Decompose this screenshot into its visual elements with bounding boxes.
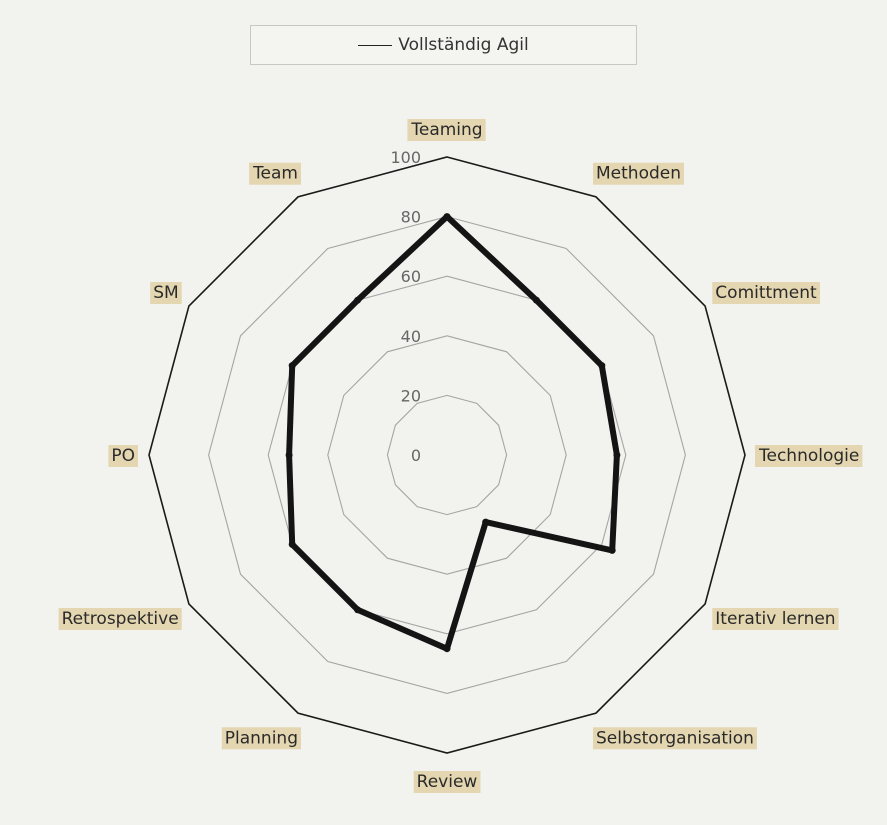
r-tick-label: 20 [401, 386, 421, 405]
category-label: Selbstorganisation [596, 728, 754, 748]
category-label-highlight [593, 727, 757, 750]
category-label: Team [252, 164, 298, 184]
series-line [286, 213, 620, 652]
data-point [443, 645, 451, 653]
category-label-highlight [58, 608, 182, 630]
category-label-group: Team [249, 162, 301, 185]
category-label-highlight [712, 608, 839, 630]
category-label: Planning [225, 728, 298, 748]
radar-grid-ring-60 [267, 275, 627, 635]
data-point [608, 546, 616, 554]
data-point [482, 518, 490, 526]
data-point [288, 362, 296, 370]
data-point [285, 451, 293, 459]
category-label-highlight [407, 119, 486, 141]
category-label-group: Methoden [593, 162, 684, 185]
category-label-group: Comittment [712, 282, 820, 304]
data-point [613, 451, 621, 459]
category-label-group: PO [108, 445, 138, 467]
legend: Vollständig Agil [250, 25, 637, 65]
data-point [532, 296, 540, 304]
category-label-group: Selbstorganisation [593, 727, 757, 750]
category-label-group: SM [150, 282, 182, 304]
data-point [354, 296, 362, 304]
data-point [288, 540, 296, 548]
category-label: Technologie [758, 446, 859, 466]
category-label: SM [153, 283, 178, 303]
category-label-highlight [413, 771, 481, 793]
r-tick-label: 100 [390, 148, 421, 167]
category-label: Methoden [596, 164, 681, 184]
category-label-highlight [221, 727, 301, 750]
category-label-highlight [249, 162, 301, 185]
legend-line-swatch [358, 44, 393, 46]
category-label-group: Teaming [407, 119, 486, 141]
data-point [443, 213, 451, 221]
category-label: Iterativ lernen [715, 609, 835, 629]
radar-grid-ring-40 [327, 335, 567, 575]
category-label-group: Iterativ lernen [712, 608, 839, 630]
data-point [598, 362, 606, 370]
r-tick-label: 40 [401, 327, 421, 346]
category-label-group: Retrospektive [58, 608, 182, 630]
category-label-highlight [593, 162, 684, 185]
radar-grid-ring-80 [208, 216, 686, 694]
category-label-highlight [755, 445, 863, 467]
category-label-highlight [150, 282, 182, 304]
category-label-group: Planning [221, 727, 301, 750]
category-label: PO [111, 446, 135, 466]
category-label: Comittment [715, 283, 817, 303]
legend-label: Vollständig Agil [398, 35, 529, 55]
r-tick-label: 60 [401, 267, 421, 286]
radar-grid-ring-20 [386, 394, 508, 516]
category-label-group: Review [413, 771, 481, 793]
category-label-highlight [108, 445, 138, 467]
category-label-group: Technologie [755, 445, 863, 467]
r-tick-label: 0 [411, 446, 421, 465]
category-label: Teaming [410, 120, 482, 140]
category-label: Retrospektive [62, 609, 179, 629]
data-point [354, 606, 362, 614]
category-label-highlight [712, 282, 820, 304]
category-label: Review [417, 772, 478, 792]
r-tick-label: 80 [401, 208, 421, 227]
radar-outer-ring [148, 156, 746, 754]
